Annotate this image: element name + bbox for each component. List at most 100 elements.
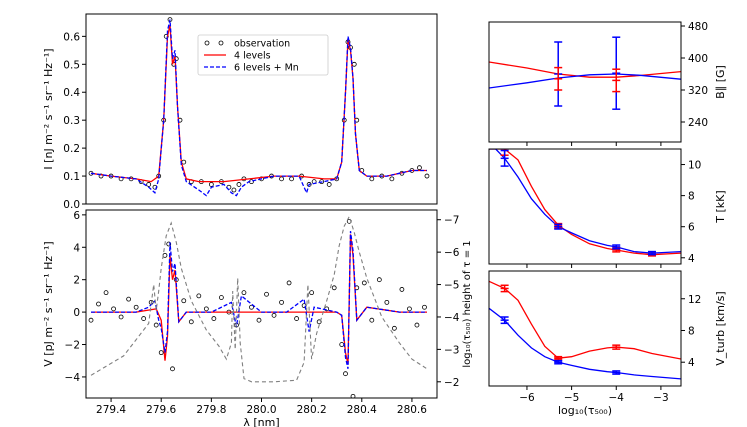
- b-field-ytick-label: 320: [688, 85, 708, 97]
- stokes-v-observation-point: [316, 319, 322, 325]
- stokes-v-observation-point: [170, 366, 175, 372]
- stokes-v-observation-point: [96, 301, 101, 307]
- legend-frame: [197, 34, 329, 76]
- stokes-v-observation-point: [422, 304, 427, 310]
- stokes-v-series-height-of-tau-1: [90, 215, 428, 383]
- stokes-v-axes-frame: [85, 209, 438, 399]
- vturb-ytick-label: 4: [688, 357, 695, 369]
- intensity-ytick-label: 0.3: [63, 115, 80, 127]
- stokes-v-ytick-label: −4: [65, 372, 81, 384]
- temperature-ytick-label: 8: [688, 191, 695, 203]
- stokes-v-observation-point: [88, 317, 94, 323]
- intensity-observation-point: [231, 187, 237, 193]
- stokes-v-xlabel: λ [nm]: [243, 416, 279, 427]
- stokes-v-observation-point: [407, 306, 412, 312]
- stokes-v-observation-point: [301, 303, 307, 309]
- b-field-panel: 240 320 400 480 B∥ [G]: [488, 21, 727, 146]
- vturb-error-bar: [500, 284, 509, 293]
- temperature-series-4-levels: [489, 149, 681, 256]
- intensity-observation-point: [163, 33, 169, 39]
- b-field-error-bar: [612, 68, 621, 93]
- stokes-v-xtick-label: 280.4: [347, 404, 377, 416]
- intensity-ytick-label: 0.5: [63, 59, 80, 71]
- vturb-ylabel: V_turb [km/s]: [714, 291, 727, 365]
- stokes-v-right-ytick-label: −2: [444, 377, 459, 389]
- stokes-v-observation-point: [399, 287, 405, 292]
- vturb-ytick-label: 8: [688, 325, 695, 337]
- stokes-v-observation-point: [241, 290, 247, 296]
- b-field-ytick-label: 480: [688, 21, 708, 33]
- stokes-v-observation-point: [153, 322, 159, 328]
- intensity-series-6-levels-mn: [90, 19, 427, 197]
- stokes-v-observation-point: [264, 291, 269, 297]
- intensity-ytick-label: 0.0: [63, 199, 80, 211]
- stokes-v-observation-point: [294, 316, 300, 321]
- stokes-v-plot-area: [88, 215, 428, 398]
- b-field-axes-frame: [488, 21, 682, 143]
- intensity-plot-area: [88, 17, 430, 197]
- stokes-v-xtick-label: 279.8: [196, 404, 226, 416]
- stokes-v-ytick-label: 0: [73, 307, 80, 319]
- intensity-observation-point: [208, 182, 214, 187]
- intensity-observation-point: [326, 182, 332, 187]
- intensity-observation-point: [146, 182, 152, 187]
- intensity-panel: 0.0 0.1 0.2 0.3 0.4 0.5 0.6 I [nJ m⁻² s⁻¹ sr⁻¹ …: [42, 13, 438, 211]
- stokes-v-series-4-levels: [91, 234, 427, 365]
- vturb-error-bar: [612, 370, 621, 375]
- legend-label: 4 levels: [234, 51, 271, 62]
- intensity-ytick-label: 0.6: [63, 31, 80, 43]
- temperature-error-bar: [612, 244, 621, 250]
- stokes-v-observation-point: [369, 317, 375, 323]
- stokes-v-right-ytick-label: −3: [444, 344, 459, 356]
- temperature-axes-frame: [488, 148, 682, 265]
- stokes-v-observation-point: [133, 304, 139, 310]
- intensity-observation-point: [279, 176, 284, 182]
- stokes-v-observation-point: [218, 295, 224, 300]
- stokes-v-ytick-label: 6: [73, 210, 80, 222]
- stokes-v-observation-point: [271, 312, 277, 318]
- vturb-error-bar: [554, 355, 563, 361]
- stokes-v-ytick-label: 4: [73, 242, 80, 254]
- stokes-v-right-ytick-label: −5: [444, 280, 459, 292]
- b-field-ytick-label: 240: [688, 117, 708, 129]
- stokes-v-ytick-label: 2: [73, 275, 80, 287]
- stokes-v-observation-point: [350, 393, 356, 398]
- stokes-v-observation-point: [256, 317, 262, 323]
- vturb-plot-area: [489, 280, 681, 380]
- stokes-v-observation-point: [211, 316, 217, 321]
- stokes-v-right-ytick-label: −6: [444, 247, 460, 259]
- b-field-ytick-label: 400: [688, 53, 708, 65]
- intensity-axes-frame: [85, 13, 438, 205]
- stokes-v-observation-point: [361, 280, 367, 286]
- vturb-xtick-label: −5: [564, 392, 579, 404]
- intensity-ytick-label: 0.4: [63, 87, 80, 99]
- stokes-v-observation-point: [376, 277, 382, 283]
- stokes-v-observation-point: [331, 285, 337, 291]
- stokes-v-observation-point: [309, 290, 315, 296]
- stokes-v-observation-point: [118, 314, 124, 320]
- temperature-panel: 4 6 8 10 T [kK]: [488, 148, 727, 268]
- vturb-xlabel: log₁₀(τ₅₀₀): [558, 404, 612, 417]
- intensity-observation-point: [319, 179, 325, 185]
- stokes-v-observation-point: [181, 298, 187, 304]
- vturb-axes-frame: [488, 270, 682, 387]
- stokes-v-observation-point: [391, 325, 397, 331]
- vturb-error-bar: [554, 359, 563, 365]
- intensity-observation-point: [236, 182, 242, 187]
- intensity-ytick-label: 0.2: [63, 143, 80, 155]
- stokes-v-observation-point: [111, 306, 116, 312]
- b-field-error-bar: [554, 66, 563, 91]
- temperature-ytick-label: 10: [688, 160, 701, 172]
- intensity-observation-point: [389, 176, 395, 182]
- temperature-series-6-levels-mn: [489, 149, 681, 254]
- stokes-v-xtick-label: 279.6: [146, 404, 176, 416]
- intensity-ytick-label: 0.1: [63, 171, 80, 183]
- intensity-observation-point: [417, 165, 422, 171]
- intensity-ylabel: I [nJ m⁻² s⁻¹ sr⁻¹ Hz⁻¹]: [42, 48, 55, 169]
- stokes-v-observation-point: [286, 280, 292, 286]
- stokes-v-observation-point: [339, 342, 345, 347]
- legend-label: 6 levels + Mn: [234, 63, 299, 74]
- stokes-v-observation-point: [414, 322, 420, 328]
- vturb-series-4-levels: [489, 280, 681, 360]
- intensity-observation-point: [424, 173, 430, 179]
